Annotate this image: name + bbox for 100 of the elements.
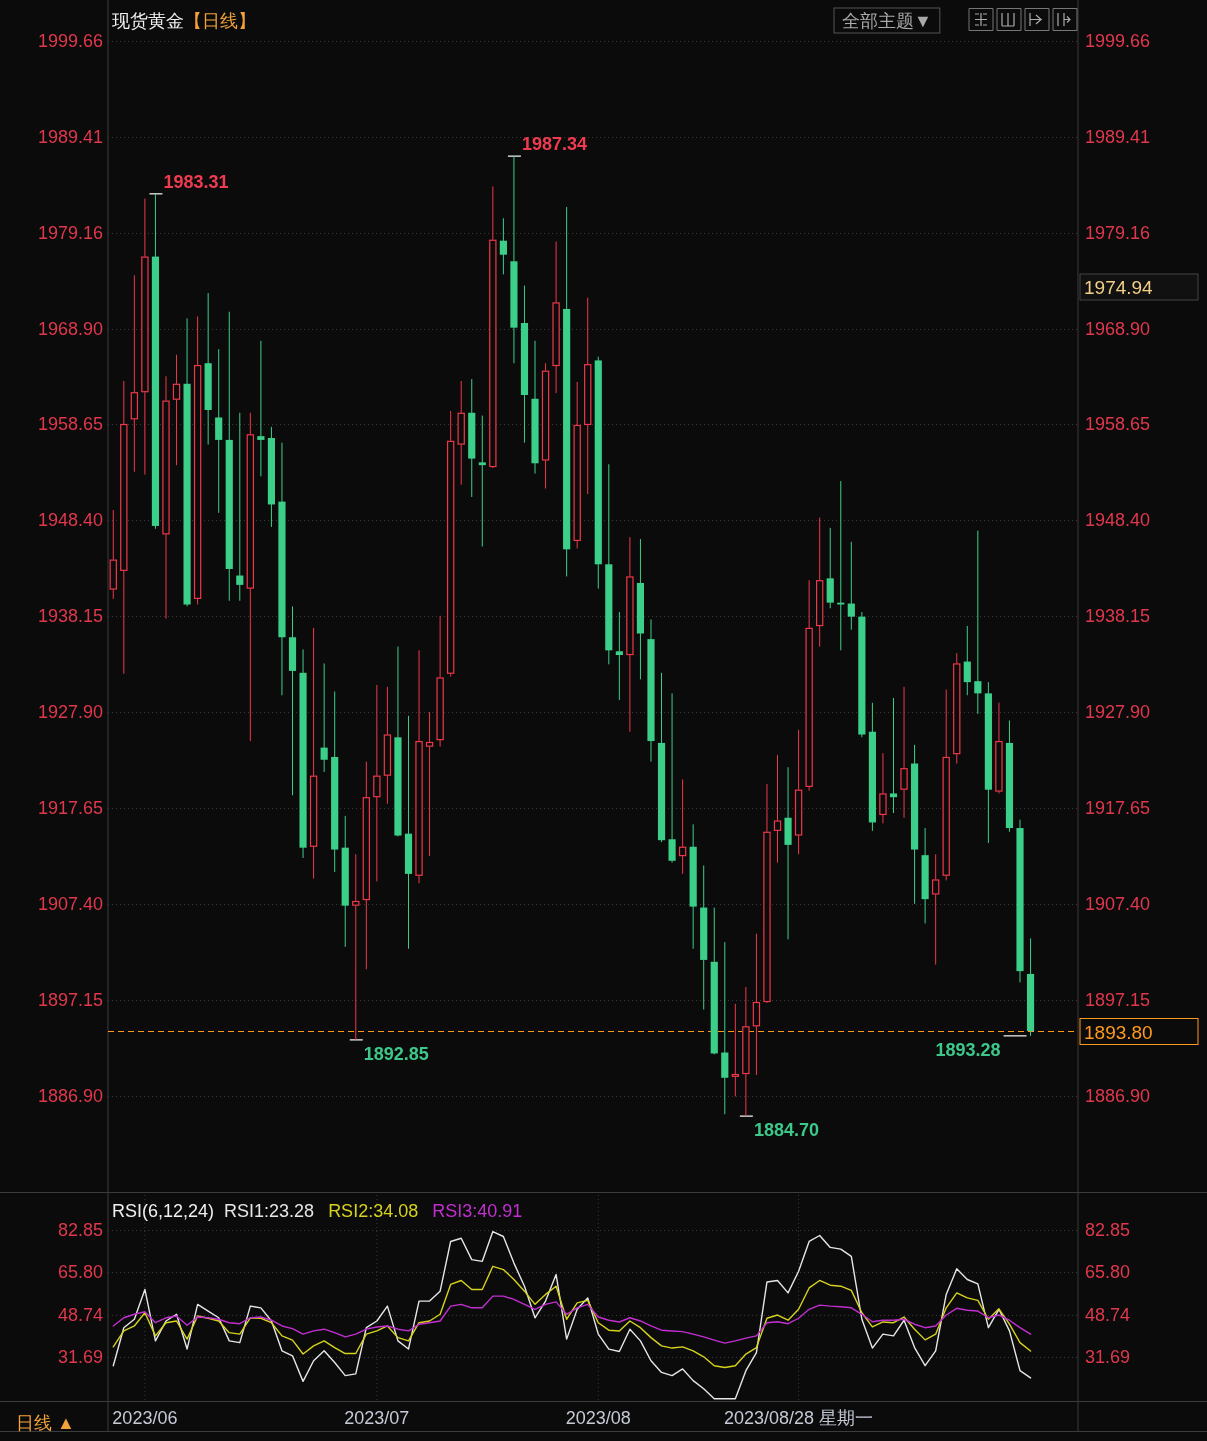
candlestick [362,761,370,970]
y-tick-label: 1989.41 [37,126,103,147]
candlestick [816,517,824,648]
y-tick-label: 31.69 [57,1347,103,1368]
y2-tick-label: 1907.40 [1085,893,1151,914]
candlestick [309,627,318,880]
candlestick [974,530,982,715]
chart-title: RSI(6,12,24) [112,1201,215,1221]
candlestick [478,415,486,548]
candlestick [615,611,623,701]
candlestick [794,729,803,855]
line-series [112,1295,1032,1344]
candlestick [889,697,898,814]
candlestick [552,241,560,394]
text: RSI2:34.08 [328,1201,419,1221]
y-tick-label: 1886.90 [37,1085,103,1106]
candlestick [425,711,434,857]
annotation: 1892.85 [363,1043,429,1064]
ref-line-label: 1893.80 [1084,1021,1153,1043]
candlestick [837,480,845,651]
candlestick [373,684,381,882]
candlestick [752,933,761,1076]
candlestick [900,686,908,819]
y-tick-label: 1897.15 [37,989,103,1010]
annotation: 1987.34 [521,134,587,155]
candlestick [415,649,423,884]
text: 1974.94 [1084,277,1154,298]
candlestick [320,662,328,773]
y2-tick-label: 1938.15 [1085,606,1151,627]
candlestick [236,412,244,602]
y2-tick-label: 1948.40 [1085,510,1151,531]
candlestick [805,579,813,792]
candlestick [352,853,360,1041]
candlestick [246,412,255,742]
y-tick-label: 1999.66 [37,30,103,51]
candlestick [626,536,634,733]
x-tick-label: 2023/08 [565,1408,631,1428]
candlestick [773,754,782,864]
candlestick [742,986,750,1117]
candlestick [120,380,128,675]
candlestick [257,340,265,477]
candlestick [446,410,455,678]
y-tick-label: 65.80 [57,1262,103,1283]
candlestick [573,381,581,549]
candlestick [963,625,971,696]
y-tick-label: 1917.65 [37,797,103,818]
candlestick [731,1003,740,1097]
y2-tick-label: 1989.41 [1085,126,1151,147]
candlestick [678,778,687,875]
y2-tick-label: 1897.15 [1085,989,1151,1010]
candlestick [879,752,887,824]
candlestick [763,783,771,1003]
candlestick [109,509,117,600]
candlestick [953,652,961,765]
candlestick [489,185,497,468]
annotation: 1983.31 [163,171,229,192]
y2-tick-label: 1927.90 [1085,702,1151,723]
y-tick-label: 1948.40 [37,510,103,531]
y2-tick-label: 1968.90 [1085,318,1151,339]
candlestick [193,315,202,606]
annotation: 全部主题▼ [842,11,932,31]
y-tick-label: 1958.65 [37,414,103,435]
candlestick [499,217,507,275]
y2-tick-label: 65.80 [1085,1262,1131,1283]
chart-title: 现货黄金 [112,11,184,31]
annotation: 1893.28 [935,1039,1001,1060]
y-tick-label: 48.74 [57,1304,103,1325]
candlestick [668,692,676,864]
line-series [112,1265,1032,1369]
line-series [112,1230,1032,1400]
candlestick [141,198,149,476]
candlestick [584,297,592,495]
candlestick [931,853,940,966]
chart-subtitle: 【日线】 [184,11,256,31]
y2-tick-label: 1979.16 [1085,222,1151,243]
x-tick-label: 2023/08/28 星期一 [724,1408,874,1428]
candlestick [995,702,1003,794]
y-tick-label: 1979.16 [37,222,103,243]
candlestick [847,541,855,631]
y2-tick-label: 48.74 [1085,1304,1131,1325]
candlestick [541,362,550,490]
text: RSI3:40.91 [432,1201,523,1221]
y-tick-label: 1938.15 [37,606,103,627]
candlestick [130,274,139,473]
y-tick-label: 1927.90 [37,702,103,723]
y-tick-label: 1907.40 [37,893,103,914]
x-tick-label: 2023/06 [112,1408,178,1428]
text: 日线 ▲ [16,1413,75,1433]
candlestick [215,348,223,514]
y2-tick-label: 31.69 [1085,1347,1131,1368]
y-tick-label: 82.85 [57,1219,103,1240]
y2-tick-label: 1886.90 [1085,1085,1151,1106]
candlestick [383,686,392,805]
candlestick [172,354,181,466]
annotation: 1884.70 [753,1120,819,1141]
y2-tick-label: 82.85 [1085,1219,1131,1240]
candlestick [942,689,950,881]
candlestick [162,375,170,620]
y2-tick-label: 1917.65 [1085,797,1151,818]
y-tick-label: 1968.90 [37,318,103,339]
